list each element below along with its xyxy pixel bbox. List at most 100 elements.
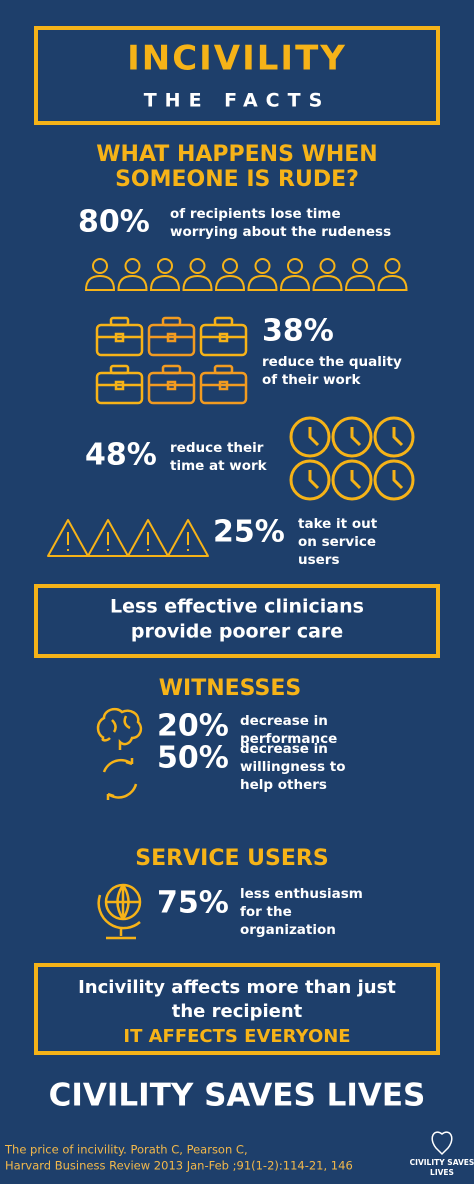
- icon-part: [87, 519, 129, 557]
- icon-part: [247, 274, 278, 291]
- icon-part: [254, 258, 271, 274]
- icon-part: [167, 519, 209, 557]
- icon-part: [84, 274, 116, 291]
- icon-part: [352, 258, 368, 274]
- icon-part: [149, 274, 181, 291]
- stat-text: willingness to: [240, 759, 346, 775]
- stat-text: worrying about the rudeness: [170, 224, 391, 240]
- icon-part: [373, 416, 415, 458]
- stat-value: 25%: [213, 515, 285, 550]
- stat-text: decrease in: [240, 713, 328, 729]
- icon-part: [289, 416, 331, 458]
- people-icons: [84, 258, 408, 291]
- stat-text: time at work: [170, 458, 268, 474]
- stat-text: reduce the quality: [262, 354, 402, 370]
- icon-part: [377, 274, 408, 291]
- icon-part: [161, 316, 182, 327]
- callout-box: [34, 584, 440, 658]
- icon-part: [182, 274, 213, 291]
- icon-part: [308, 470, 320, 490]
- globe-icon: [97, 883, 142, 940]
- logo-text: CIVILITY SAVES: [410, 1158, 474, 1167]
- icon-part: [319, 258, 336, 274]
- icon-part: [166, 380, 177, 391]
- icon-part: [279, 274, 311, 291]
- callout-text: Incivility affects more than just: [78, 977, 396, 998]
- icon-part: [344, 274, 376, 291]
- stat-text: performance: [240, 731, 337, 747]
- icon-part: [392, 427, 404, 447]
- footer-title: CIVILITY SAVES LIVES: [49, 1078, 426, 1114]
- title: INCIVILITY: [127, 39, 347, 79]
- callout-text: the recipient: [172, 1001, 303, 1022]
- callout-emphasis: IT AFFECTS EVERYONE: [123, 1026, 350, 1047]
- icon-part: [331, 416, 373, 458]
- section-heading: SERVICE USERS: [135, 846, 328, 871]
- icon-part: [222, 258, 238, 274]
- icon-part: [213, 316, 234, 327]
- stat-value: 38%: [262, 314, 334, 349]
- stat-value: 20%: [157, 709, 229, 744]
- icon-part: [92, 258, 108, 274]
- icon-part: [109, 316, 130, 327]
- brain-icon: [96, 707, 143, 750]
- stat-text: of their work: [262, 372, 361, 388]
- stat-value: 50%: [157, 741, 229, 776]
- callout-text: Less effective clinicians: [110, 596, 364, 618]
- icon-part: [157, 258, 173, 274]
- citation: The price of incivility. Porath C, Pears…: [4, 1143, 248, 1157]
- stat-value: 48%: [85, 438, 157, 473]
- icon-part: [114, 380, 125, 391]
- briefcase-icons: [95, 316, 248, 405]
- stat-text: for the: [240, 904, 292, 920]
- stat-text: less enthusiasm: [240, 886, 363, 902]
- icon-part: [289, 459, 331, 501]
- icon-part: [384, 258, 401, 274]
- stat-text: of recipients lose time: [170, 206, 341, 222]
- icon-part: [166, 332, 177, 343]
- icon-part: [214, 274, 246, 291]
- icon-part: [218, 332, 229, 343]
- stat-text: help others: [240, 777, 327, 793]
- icon-part: [308, 427, 320, 447]
- warning-icons: [47, 519, 209, 557]
- stat-text: decrease in: [240, 741, 328, 757]
- icon-part: [331, 459, 373, 501]
- clock-icons: [289, 416, 415, 501]
- icon-part: [392, 470, 404, 490]
- icon-part: [114, 332, 125, 343]
- section-heading: WITNESSES: [159, 676, 301, 701]
- stat-text: on service: [298, 534, 376, 550]
- title-box: [34, 26, 440, 125]
- stat-value: 80%: [78, 205, 150, 240]
- stat-text: reduce their: [170, 440, 264, 456]
- icon-part: [350, 470, 362, 490]
- icon-part: [189, 258, 206, 274]
- icon-part: [312, 274, 343, 291]
- citation: Harvard Business Review 2013 Jan-Feb ;91…: [5, 1159, 353, 1173]
- section-heading: WHAT HAPPENS WHEN: [96, 142, 377, 167]
- callout-text: provide poorer care: [131, 621, 343, 643]
- icon-part: [109, 364, 130, 375]
- stat-value: 75%: [157, 886, 229, 921]
- icon-part: [161, 364, 182, 375]
- icon-part: [350, 427, 362, 447]
- cycle-icon: [102, 758, 138, 800]
- logo-text: LIVES: [430, 1168, 454, 1177]
- callout-box: [34, 963, 440, 1055]
- subtitle: THE FACTS: [144, 90, 331, 112]
- stat-text: organization: [240, 922, 336, 938]
- section-heading: SOMEONE IS RUDE?: [115, 167, 359, 192]
- icon-part: [213, 364, 234, 375]
- icon-part: [373, 459, 415, 501]
- icon-part: [47, 519, 89, 557]
- stat-text: users: [298, 552, 340, 568]
- icon-part: [218, 380, 229, 391]
- icon-part: [287, 258, 303, 274]
- logo-icon: [431, 1131, 453, 1156]
- icon-part: [127, 519, 169, 557]
- icon-part: [124, 258, 141, 274]
- icon-part: [117, 274, 148, 291]
